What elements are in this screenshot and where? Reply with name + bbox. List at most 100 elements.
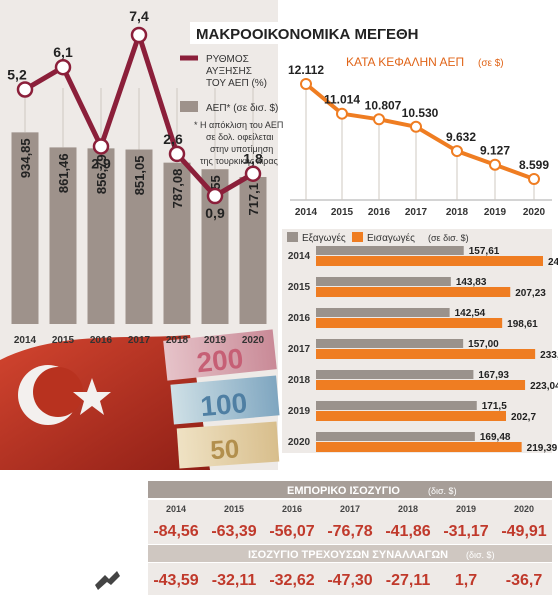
trade-balance-value-2019: -31,17 — [443, 523, 488, 540]
growth-legend-line2: ΑΥΞΗΣΗΣ — [206, 66, 252, 77]
flag-star-icon — [73, 378, 111, 415]
gdp-legend-swatch — [180, 101, 198, 112]
exports-bar-2015 — [316, 277, 451, 286]
trade-balance-value-2014: -84,56 — [153, 523, 198, 540]
exports-bar-2014 — [316, 246, 464, 255]
trade-year-label-2014: 2014 — [288, 251, 311, 262]
gdp-year-label-2018: 2018 — [166, 335, 189, 346]
imports-value-label-2019: 202,7 — [511, 412, 536, 423]
per-capita-point-2014 — [300, 78, 312, 90]
per-capita-point-2017 — [410, 120, 422, 133]
trade-balance-value-2016: -56,07 — [269, 523, 314, 540]
growth-legend-line3: ΤΟΥ ΑΕΠ (%) — [206, 78, 267, 89]
exports-value-label-2014: 157,61 — [469, 246, 500, 257]
per-capita-year-label-2016: 2016 — [368, 207, 391, 218]
per-capita-value-label-2017: 10.530 — [402, 106, 439, 120]
exports-bar-2020 — [316, 432, 475, 441]
flag-banknotes-image: 200 100 50 — [0, 329, 280, 470]
gdp-value-label-2016: 856,79 — [94, 154, 109, 194]
trade-year-label-2019: 2019 — [288, 406, 311, 417]
per-capita-point-2018 — [451, 145, 463, 158]
gdp-year-label-2019: 2019 — [204, 335, 227, 346]
imports-legend-swatch — [352, 232, 363, 242]
per-capita-year-label-2020: 2020 — [523, 207, 546, 218]
trade-balance-body — [148, 500, 552, 544]
banknote-100: 100 — [199, 387, 248, 422]
balances-table: ΕΜΠΟΡΙΚΟ ΙΣΟΖΥΓΙΟ (δισ. $) ΙΣΟΖΥΓΙΟ ΤΡΕΧ… — [148, 481, 552, 595]
gdp-year-label-2015: 2015 — [52, 335, 75, 346]
current-account-value-2015: -32,11 — [212, 572, 257, 589]
current-account-header — [148, 545, 552, 562]
gdp-value-label-2014: 934,85 — [18, 138, 33, 178]
table-year-label-2016: 2016 — [282, 504, 302, 514]
footnote-line3: στην υποτίμηση — [210, 144, 273, 154]
trade-year-label-2016: 2016 — [288, 313, 311, 324]
exports-bar-2017 — [316, 339, 464, 348]
growth-point-2014 — [16, 81, 34, 98]
per-capita-point-2020 — [528, 173, 540, 185]
gdp-bar-2020 — [239, 176, 267, 324]
growth-point-2019 — [206, 187, 224, 205]
growth-point-2018 — [168, 145, 186, 163]
current-account-body — [148, 563, 552, 595]
gdp-value-label-2018: 787,08 — [170, 169, 185, 209]
growth-value-label-2014: 5,2 — [7, 66, 27, 82]
per-capita-value-label-2020: 8.599 — [519, 158, 549, 172]
exports-value-label-2016: 142,54 — [455, 308, 486, 319]
imports-value-label-2015: 207,23 — [515, 288, 546, 299]
per-capita-year-label-2017: 2017 — [405, 207, 428, 218]
per-capita-year-label-2018: 2018 — [446, 207, 469, 218]
per-capita-point-2015 — [336, 107, 348, 120]
banknote-200: 200 — [195, 343, 245, 379]
per-capita-value-label-2016: 10.807 — [365, 98, 402, 112]
gdp-bar-2017 — [125, 149, 153, 324]
current-account-value-2018: -27,11 — [386, 572, 431, 589]
growth-legend-line1: ΡΥΘΜΟΣ — [206, 54, 249, 65]
per-capita-title: ΚΑΤΑ ΚΕΦΑΛΗΝ ΑΕΠ — [346, 55, 464, 69]
footnote-line2: σε δολ. οφείλεται — [206, 132, 273, 142]
per-capita-value-label-2014: 12.112 — [288, 63, 324, 77]
trade-year-label-2020: 2020 — [288, 437, 311, 448]
imports-bar-2020 — [316, 442, 522, 452]
gdp-value-label-2020: 717,1 — [246, 183, 261, 216]
growth-value-label-2020: 1,8 — [243, 151, 263, 167]
per-capita-chart: ΚΑΤΑ ΚΕΦΑΛΗΝ ΑΕΠ (σε $) 12.112 2014 11.014… — [288, 55, 552, 218]
footnote-line4: της τουρκικής λίρας — [200, 156, 279, 166]
per-capita-year-label-2019: 2019 — [484, 207, 507, 218]
growth-value-label-2017: 7,4 — [129, 8, 149, 24]
gdp-chart-legend: ΡΥΘΜΟΣ ΑΥΞΗΣΗΣ ΤΟΥ ΑΕΠ (%) ΑΕΠ* (σε δισ.… — [180, 54, 283, 166]
per-capita-year-label-2014: 2014 — [295, 207, 318, 218]
page-title: ΜΑΚΡΟΟΙΚΟΝΟΜΙΚΑ ΜΕΓΕΘΗ — [196, 26, 419, 43]
growth-point-2020 — [244, 165, 262, 182]
imports-value-label-2020: 219,39 — [527, 443, 558, 454]
exports-bar-2016 — [316, 308, 450, 317]
trade-balance-value-2018: -41,86 — [385, 523, 430, 540]
gdp-bar-2016 — [87, 148, 115, 324]
gdp-year-label-2014: 2014 — [14, 335, 37, 346]
per-capita-point-2019 — [489, 158, 501, 171]
imports-value-label-2018: 223,04 — [530, 381, 558, 392]
trade-balance-title: ΕΜΠΟΡΙΚΟ ΙΣΟΖΥΓΙΟ — [287, 485, 400, 497]
exports-value-label-2015: 143,83 — [456, 277, 487, 288]
exports-legend-label: Εξαγωγές — [302, 232, 346, 244]
imports-value-label-2017: 233,80 — [540, 350, 558, 361]
gdp-year-label-2017: 2017 — [128, 335, 151, 346]
imports-bar-2019 — [316, 411, 507, 421]
per-capita-value-label-2015: 11.014 — [324, 93, 360, 107]
decorative-bird-icon — [95, 571, 120, 590]
trade-year-label-2017: 2017 — [288, 344, 311, 355]
trade-balance-header — [148, 481, 552, 498]
trade-unit: (σε δισ. $) — [428, 233, 469, 243]
table-year-label-2015: 2015 — [224, 504, 244, 514]
current-account-value-2014: -43,59 — [153, 572, 198, 589]
imports-value-label-2016: 198,61 — [507, 319, 538, 330]
per-capita-value-label-2019: 9.127 — [480, 144, 510, 158]
table-year-label-2014: 2014 — [166, 504, 186, 514]
gdp-year-label-2016: 2016 — [90, 335, 113, 346]
per-capita-unit: (σε $) — [478, 58, 504, 69]
growth-value-label-2019: 0,9 — [205, 205, 225, 221]
imports-value-label-2014: 242,17 — [548, 257, 558, 268]
exports-value-label-2018: 167,93 — [478, 370, 509, 381]
gdp-value-label-2015: 861,46 — [56, 153, 71, 193]
